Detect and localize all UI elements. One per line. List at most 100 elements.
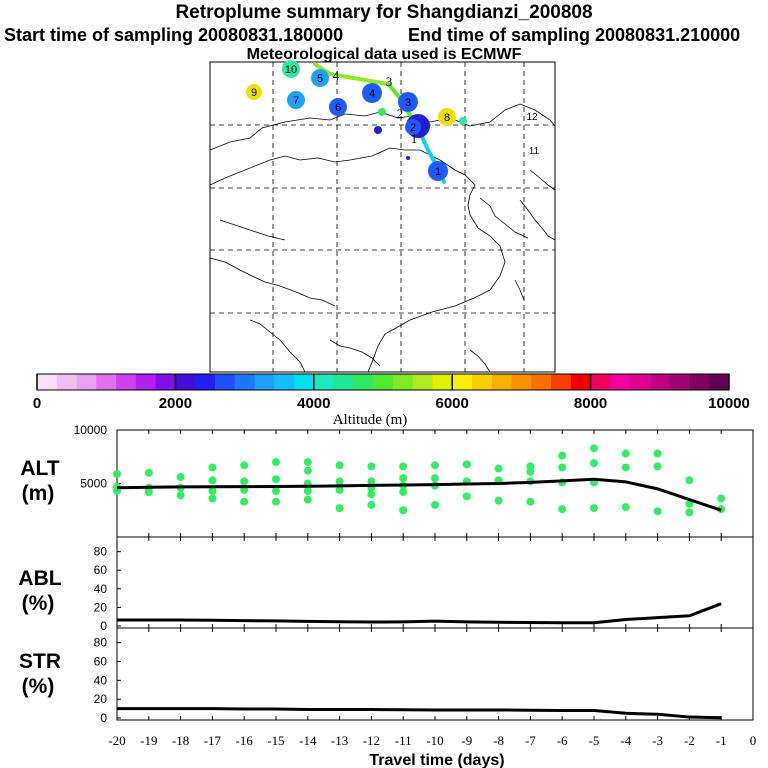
altitude-point (208, 463, 217, 472)
colorbar-swatch (195, 374, 216, 390)
day-label: 4 (369, 88, 375, 100)
time-series-panels: 100005000ALT(m)806040200ABL(%)806040200S… (18, 423, 756, 748)
x-tick-label: -17 (204, 733, 222, 748)
altitude-point (303, 458, 312, 467)
altitude-point (144, 468, 153, 477)
x-tick-label: -11 (395, 733, 412, 748)
colorbar-tick-label: 2000 (159, 395, 192, 412)
colorbar-tick-label: 10000 (708, 395, 750, 412)
altitude-point (113, 469, 121, 478)
colorbar-tick-label: 4000 (297, 395, 330, 412)
altitude-point (240, 477, 249, 486)
day-circle (405, 119, 421, 135)
y-tick-label: 10000 (74, 423, 108, 437)
x-tick-label: -10 (426, 733, 443, 748)
y-tick-label: 20 (94, 600, 108, 614)
altitude-point (431, 461, 439, 470)
colorbar-swatch (669, 374, 690, 390)
x-tick-label: -1 (716, 733, 727, 748)
met-data-label: Meteorological data used is ECMWF (246, 46, 522, 63)
colorbar-swatch (570, 374, 591, 390)
y-tick-label: 80 (94, 545, 108, 559)
y-tick-label: 5000 (80, 477, 107, 491)
y-axis-unit: (m) (22, 482, 55, 505)
panel-frame (116, 627, 754, 721)
altitude-point (240, 497, 249, 506)
altitude-point (367, 477, 376, 486)
colorbar-swatch (452, 374, 473, 390)
altitude-point (367, 462, 376, 471)
y-axis-unit: (%) (22, 592, 55, 615)
x-tick-label: -12 (363, 733, 380, 748)
altitude-point (526, 467, 535, 476)
altitude-point (367, 500, 376, 509)
altitude-point (685, 476, 694, 485)
altitude-point (335, 461, 344, 470)
x-tick-label: -6 (557, 733, 568, 748)
x-tick-label: 0 (750, 733, 757, 748)
x-tick-label: -19 (140, 733, 157, 748)
day-circle (329, 98, 347, 116)
day-circle (311, 69, 329, 87)
colorbar-title: Altitude (m) (333, 412, 408, 428)
altitude-point (272, 486, 280, 495)
altitude-point (272, 475, 280, 484)
plume-dot (406, 156, 410, 160)
y-tick-label: 60 (94, 655, 108, 669)
track-label: 3 (386, 74, 393, 89)
day-label: 2 (410, 122, 416, 134)
colorbar-swatch (353, 374, 374, 390)
end-time-label: End time of sampling 20080831.210000 (408, 25, 741, 45)
altitude-point (685, 499, 694, 508)
track-label: 1 (411, 131, 418, 146)
altitude-colorbar: 0 2000 4000 6000 8000 10000 (33, 373, 750, 412)
y-tick-label: 0 (100, 619, 107, 633)
colorbar-tick-label: 6000 (436, 395, 469, 412)
day-label: 11 (529, 146, 540, 157)
y-tick-label: 60 (94, 563, 108, 577)
altitude-point (399, 506, 408, 515)
day-circle (428, 161, 448, 181)
y-tick-label: 20 (94, 692, 108, 706)
altitude-point (621, 449, 630, 458)
day-label: 8 (444, 112, 450, 124)
altitude-point (399, 462, 408, 471)
x-tick-label: -9 (461, 733, 472, 748)
x-tick-label: -13 (331, 733, 348, 748)
x-tick-label: -5 (589, 733, 600, 748)
colorbar-swatch (234, 374, 255, 390)
y-tick-label: 80 (94, 636, 108, 650)
mean-altitude-line (116, 477, 722, 512)
colorbar-swatch (610, 374, 631, 390)
altitude-point (303, 495, 312, 504)
colorbar-swatch (294, 374, 315, 390)
str-line (117, 707, 722, 720)
day-circle (362, 83, 382, 103)
altitude-point (431, 474, 439, 483)
day-circle (246, 84, 262, 100)
x-axis-title: Travel time (days) (369, 752, 504, 768)
colorbar-swatch (491, 374, 512, 390)
altitude-point (653, 449, 662, 458)
altitude-point (590, 459, 598, 468)
altitude-point (176, 473, 185, 482)
colorbar-swatch (56, 374, 77, 390)
altitude-point (208, 486, 217, 495)
x-tick-label: -15 (267, 733, 284, 748)
day-label: 10 (285, 64, 297, 76)
colorbar-swatch (155, 374, 176, 390)
plume-dot (378, 108, 386, 116)
altitude-point (621, 463, 630, 472)
x-tick-label: -8 (493, 733, 504, 748)
colorbar-swatch (116, 374, 137, 390)
day-label: 6 (335, 102, 341, 114)
altitude-point (303, 486, 312, 495)
altitude-point (335, 485, 344, 494)
x-tick-label: -3 (652, 733, 663, 748)
colorbar-swatch (135, 374, 157, 390)
altitude-point (335, 504, 344, 513)
x-tick-label: -2 (684, 733, 695, 748)
altitude-point (558, 463, 567, 472)
x-tick-label: -14 (299, 733, 317, 748)
